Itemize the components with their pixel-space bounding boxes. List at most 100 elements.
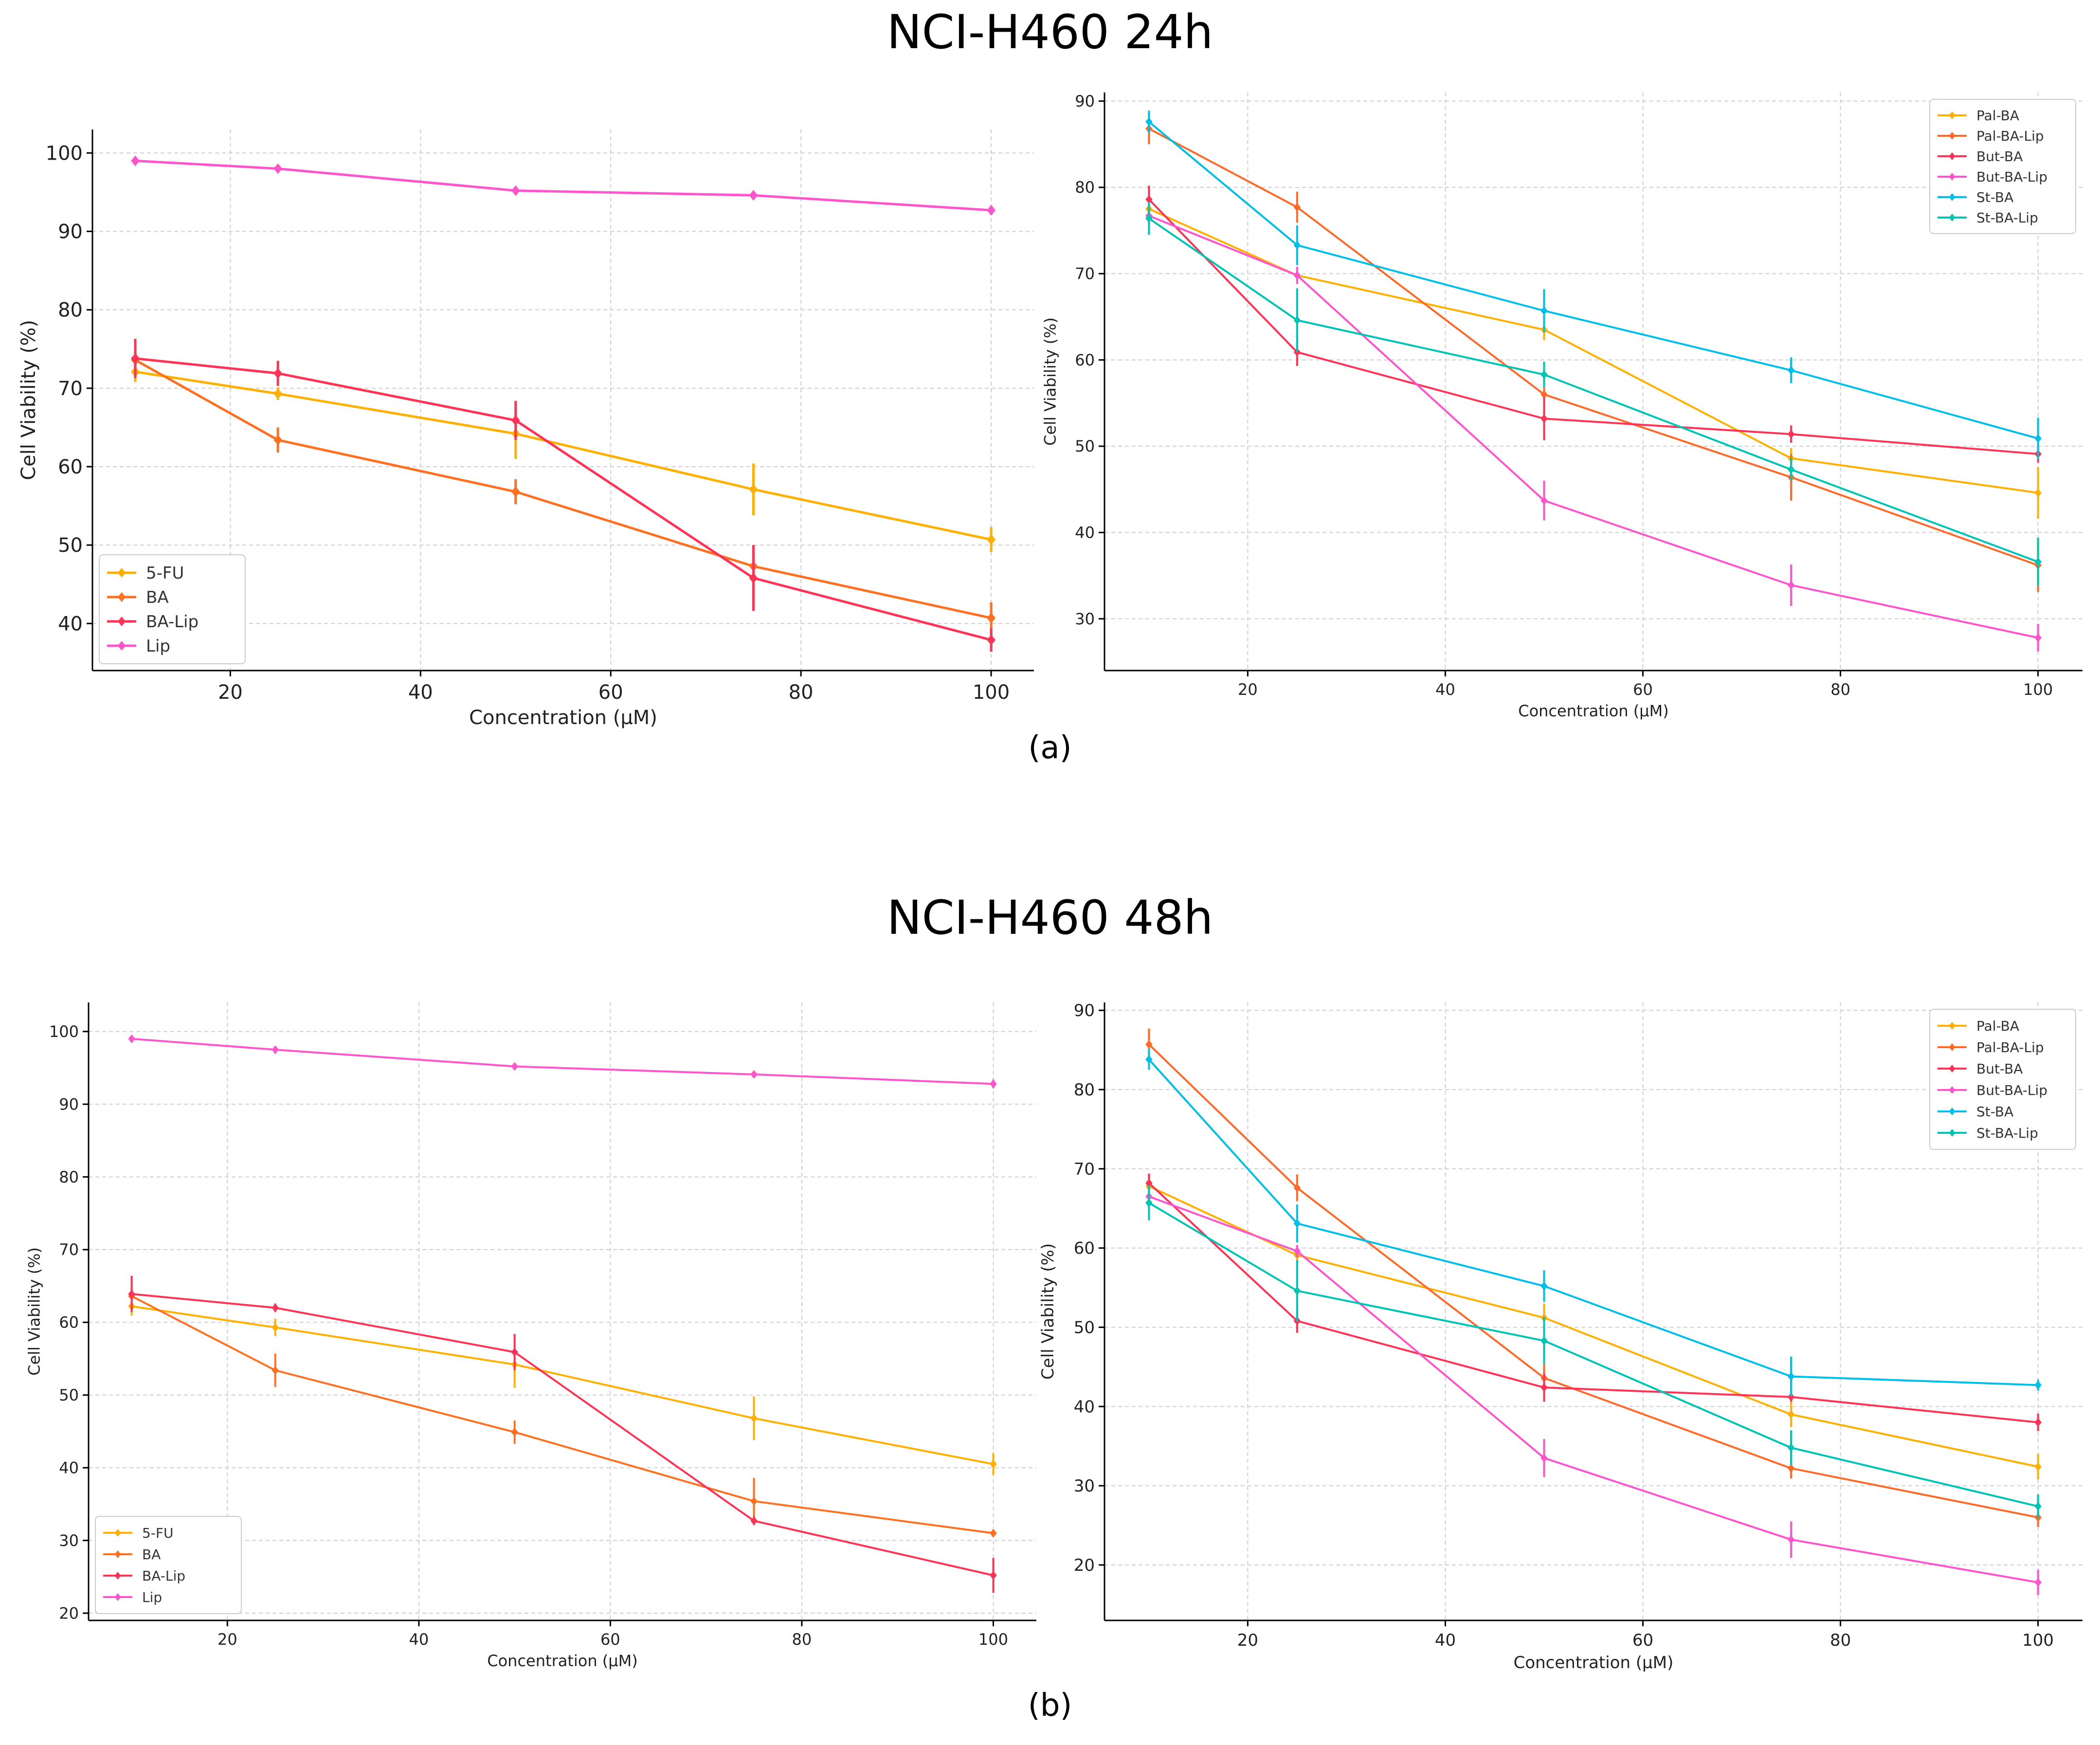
x-tick-label: 20 bbox=[1238, 680, 1258, 699]
y-tick-label: 60 bbox=[1075, 351, 1095, 369]
legend-marker-st-ba bbox=[1949, 1108, 1955, 1115]
y-tick-label: 90 bbox=[58, 221, 83, 243]
x-tick-label: 80 bbox=[789, 681, 814, 704]
data-point-st-ba bbox=[1293, 240, 1301, 250]
series-line-lip bbox=[131, 1037, 994, 1085]
data-point-st-ba-lip bbox=[1293, 316, 1301, 325]
x-tick-label: 60 bbox=[1633, 680, 1653, 699]
y-axis-label: Cell Viability (%) bbox=[25, 1247, 44, 1376]
data-point-st-ba-lip bbox=[1787, 465, 1795, 474]
data-point-st-ba bbox=[1787, 1372, 1795, 1381]
data-point-lip bbox=[131, 155, 140, 166]
data-point-ba-lip bbox=[511, 1347, 518, 1357]
legend-label-ba-lip: BA-Lip bbox=[146, 612, 199, 632]
series-line-5-fu bbox=[135, 370, 992, 541]
y-tick-label: 50 bbox=[59, 1386, 79, 1404]
data-point-pal-ba bbox=[2034, 488, 2042, 497]
y-tick-label: 90 bbox=[1075, 92, 1095, 110]
series-ba bbox=[131, 352, 996, 634]
data-point-ba-lip bbox=[987, 635, 996, 646]
x-tick-label: 60 bbox=[1632, 1631, 1653, 1650]
data-point-pal-ba-lip bbox=[1787, 1464, 1795, 1473]
series-line-pal-ba bbox=[1148, 208, 2038, 494]
data-point-lip bbox=[749, 190, 758, 201]
data-point-ba-lip bbox=[990, 1571, 997, 1580]
data-point-lip bbox=[990, 1079, 997, 1089]
y-tick-label: 30 bbox=[1074, 1476, 1095, 1496]
data-point-lip bbox=[511, 1062, 518, 1071]
data-point-5-fu bbox=[987, 534, 996, 545]
legend-marker-ba bbox=[118, 592, 126, 602]
series-but-ba bbox=[1145, 1173, 2042, 1431]
legend-marker-but-ba bbox=[1949, 152, 1955, 160]
data-point-ba-lip bbox=[131, 353, 140, 364]
series-line-pal-ba-lip bbox=[1148, 127, 2039, 566]
data-point-but-ba bbox=[1540, 414, 1548, 423]
data-point-but-ba bbox=[2034, 1418, 2042, 1427]
x-axis-label: Concentration (μM) bbox=[487, 1652, 637, 1670]
data-point-pal-ba-lip bbox=[1540, 390, 1548, 399]
legend-marker-pal-ba bbox=[1949, 1022, 1955, 1030]
series-line-st-ba bbox=[1148, 121, 2039, 439]
y-axis-label: Cell Viability (%) bbox=[1038, 1243, 1058, 1380]
legend-marker-5-fu bbox=[118, 568, 126, 578]
series-line-ba bbox=[131, 1295, 994, 1534]
y-axis-label: Cell Viability (%) bbox=[1041, 317, 1060, 446]
legend: 5-FU BA BA-Lip Lip bbox=[99, 554, 246, 664]
data-point-pal-ba bbox=[1787, 1410, 1795, 1419]
data-point-lip bbox=[128, 1034, 135, 1043]
series-ba bbox=[128, 1289, 997, 1538]
data-point-but-ba-lip bbox=[1293, 271, 1301, 280]
data-point-5-fu bbox=[750, 1414, 758, 1423]
legend-marker-but-ba bbox=[1949, 1065, 1955, 1072]
series-line-lip bbox=[135, 159, 992, 212]
data-point-but-ba-lip bbox=[1787, 581, 1795, 590]
y-tick-label: 70 bbox=[58, 378, 83, 400]
data-point-lip bbox=[750, 1070, 758, 1079]
y-tick-label: 50 bbox=[58, 534, 83, 557]
y-tick-label: 90 bbox=[59, 1095, 79, 1113]
x-tick-label: 60 bbox=[598, 681, 623, 704]
legend-label-ba: BA bbox=[146, 588, 169, 607]
legend-label-but-ba: But-BA bbox=[1976, 148, 2023, 164]
legend-label-lip: Lip bbox=[146, 636, 170, 656]
x-tick-label: 100 bbox=[2022, 1631, 2054, 1650]
data-point-ba bbox=[750, 1496, 758, 1506]
y-tick-label: 60 bbox=[58, 456, 83, 478]
data-point-lip bbox=[272, 1045, 279, 1054]
y-tick-label: 80 bbox=[1075, 178, 1095, 197]
data-point-pal-ba bbox=[2034, 1462, 2042, 1472]
legend-label-but-ba-lip: But-BA-Lip bbox=[1976, 169, 2047, 185]
series-line-but-ba-lip bbox=[1148, 215, 2039, 639]
y-axis-label: Cell Viability (%) bbox=[18, 320, 40, 480]
legend-box bbox=[1929, 99, 2076, 234]
chart-48h-controls: 20 40 60 80 100 20 30 40 50 60 70 80 90 100 Concentrat… bbox=[25, 1002, 1036, 1670]
legend-label-5-fu: 5-FU bbox=[142, 1525, 174, 1541]
data-point-st-ba bbox=[1145, 117, 1153, 127]
legend: 5-FU BA BA-Lip Lip bbox=[95, 1516, 242, 1614]
series-st-ba bbox=[1145, 1049, 2042, 1397]
data-point-5-fu bbox=[749, 484, 758, 495]
data-point-but-ba-lip bbox=[1787, 1535, 1795, 1544]
data-point-ba bbox=[511, 1428, 518, 1437]
x-tick-label: 20 bbox=[217, 1630, 237, 1649]
y-tick-label: 40 bbox=[1074, 1397, 1095, 1417]
data-point-ba bbox=[511, 486, 520, 497]
data-point-ba-lip bbox=[272, 1303, 279, 1312]
legend-marker-pal-ba-lip bbox=[1949, 132, 1955, 140]
data-point-ba bbox=[272, 1366, 279, 1375]
data-point-ba bbox=[273, 435, 282, 446]
data-point-but-ba-lip bbox=[1540, 1454, 1548, 1463]
legend-marker-ba-lip bbox=[118, 617, 126, 626]
legend-label-pal-ba: Pal-BA bbox=[1976, 108, 2019, 124]
series-line-ba-lip bbox=[135, 357, 992, 641]
legend-marker-pal-ba-lip bbox=[1949, 1043, 1955, 1051]
series-st-ba-lip bbox=[1145, 202, 2042, 586]
data-point-lip bbox=[273, 163, 282, 174]
series-but-ba bbox=[1145, 185, 2042, 463]
x-tick-label: 20 bbox=[1237, 1631, 1258, 1650]
legend-label-but-ba-lip: But-BA-Lip bbox=[1976, 1082, 2047, 1098]
y-tick-label: 80 bbox=[59, 1168, 79, 1186]
figure-title-24h: NCI-H460 24h bbox=[887, 5, 1213, 59]
data-point-ba-lip bbox=[128, 1290, 135, 1299]
